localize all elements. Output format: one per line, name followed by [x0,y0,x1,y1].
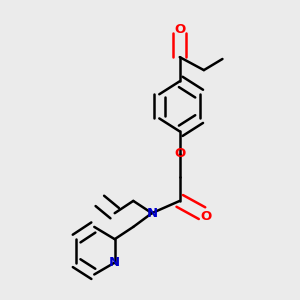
Text: N: N [109,256,120,269]
Text: N: N [146,207,158,220]
Text: O: O [174,147,185,160]
Text: O: O [201,210,212,223]
Text: O: O [174,23,185,36]
